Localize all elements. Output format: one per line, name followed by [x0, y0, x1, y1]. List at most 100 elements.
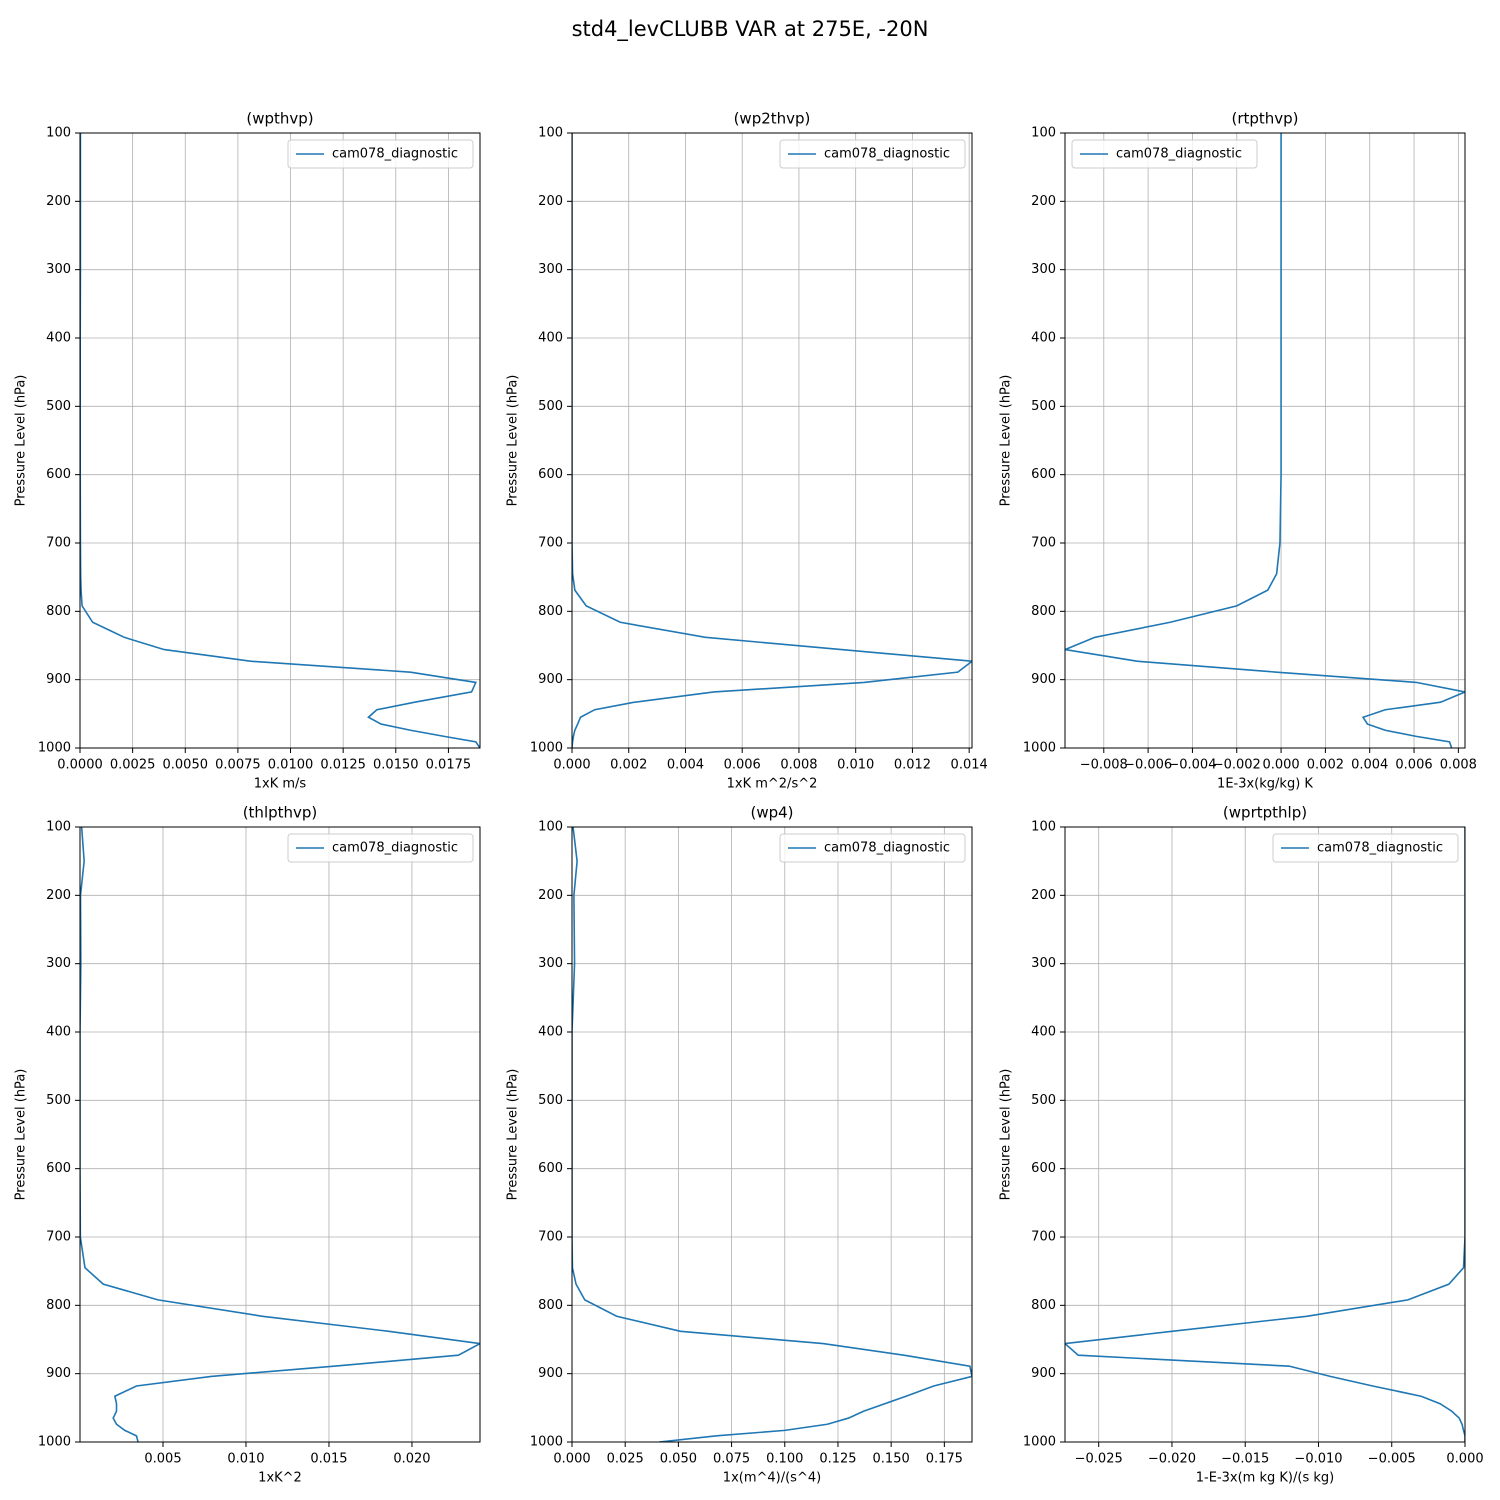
- line-series: [572, 827, 972, 1442]
- legend-box: [1272, 833, 1459, 863]
- y-tick-label: 300: [538, 956, 563, 971]
- x-axis-label: 1xK m/s: [254, 777, 307, 792]
- y-tick-label: 700: [538, 1230, 563, 1245]
- x-axis-label: 1-E-3x(m kg K)/(s kg): [1196, 1471, 1334, 1486]
- x-tick-label: 0.020: [393, 1452, 430, 1467]
- legend-box: [1071, 139, 1258, 169]
- y-tick-label: 700: [46, 536, 71, 551]
- subplot-title: (wp2thvp): [734, 110, 811, 128]
- legend-label: cam078_diagnostic: [1116, 147, 1242, 162]
- y-tick-label: 700: [1031, 1230, 1056, 1245]
- subplot: 0.000 0.025 0.050 0.075 0.100 0.125 0.150 0.175…: [506, 804, 973, 1486]
- y-tick-label: 200: [46, 888, 71, 903]
- y-tick-label: 1000: [530, 741, 563, 756]
- x-tick-label: 0.002: [610, 758, 647, 773]
- y-tick-label: 400: [1031, 1025, 1056, 1040]
- x-tick-label: −0.004: [1168, 758, 1216, 773]
- y-tick-label: 700: [46, 1230, 71, 1245]
- y-tick-label: 100: [46, 126, 71, 141]
- x-tick-label: 0.000: [1262, 758, 1299, 773]
- axes-frame: [571, 132, 973, 749]
- axes-frame: [1064, 826, 1466, 1443]
- subplot: −0.025 −0.020 −0.015 −0.010 −0.005 0.000 100 20…: [999, 804, 1484, 1486]
- y-tick-label: 100: [1031, 126, 1056, 141]
- y-tick-label: 200: [1031, 888, 1056, 903]
- y-tick-label: 800: [1031, 1298, 1056, 1313]
- legend-label: cam078_diagnostic: [824, 841, 950, 856]
- x-tick-label: 0.002: [1307, 758, 1344, 773]
- x-tick-label: 0.010: [227, 1452, 264, 1467]
- y-tick-label: 200: [46, 194, 71, 209]
- x-tick-label: 0.0150: [373, 758, 419, 773]
- line-series: [1065, 133, 1465, 748]
- subplot-title: (wpthvp): [246, 110, 313, 128]
- subplot-title: (wprtpthlp): [1223, 804, 1307, 822]
- x-tick-label: 0.006: [724, 758, 761, 773]
- y-tick-label: 600: [46, 1161, 71, 1176]
- x-tick-label: 0.0100: [268, 758, 314, 773]
- x-tick-label: 0.0075: [215, 758, 261, 773]
- legend-box: [779, 833, 966, 863]
- y-tick-label: 300: [46, 956, 71, 971]
- x-tick-label: 0.004: [667, 758, 704, 773]
- subplot: 0.0000 0.0025 0.0050 0.0075 0.0100 0.0125 0.01…: [14, 110, 481, 792]
- x-tick-label: 0.000: [553, 1452, 590, 1467]
- x-tick-label: 0.0025: [110, 758, 156, 773]
- y-tick-label: 800: [46, 604, 71, 619]
- y-tick-label: 200: [538, 888, 563, 903]
- x-tick-label: 0.005: [144, 1452, 181, 1467]
- y-tick-label: 400: [538, 1025, 563, 1040]
- x-tick-label: 0.014: [951, 758, 988, 773]
- x-tick-label: 0.008: [780, 758, 817, 773]
- y-tick-label: 400: [1031, 331, 1056, 346]
- y-tick-label: 600: [46, 467, 71, 482]
- y-axis-label: Pressure Level (hPa): [506, 1069, 521, 1201]
- x-tick-label: 0.075: [713, 1452, 750, 1467]
- x-tick-label: 0.000: [1446, 1452, 1483, 1467]
- y-tick-label: 800: [1031, 604, 1056, 619]
- legend-box: [287, 833, 474, 863]
- x-tick-label: 0.0050: [163, 758, 209, 773]
- y-axis-label: Pressure Level (hPa): [14, 375, 29, 507]
- y-axis-label: Pressure Level (hPa): [999, 375, 1014, 507]
- legend-label: cam078_diagnostic: [332, 147, 458, 162]
- y-tick-label: 200: [538, 194, 563, 209]
- x-axis-label: 1xK^2: [258, 1471, 302, 1486]
- y-tick-label: 400: [538, 331, 563, 346]
- x-tick-label: −0.002: [1213, 758, 1261, 773]
- y-tick-label: 600: [538, 467, 563, 482]
- line-series: [1065, 827, 1465, 1442]
- x-tick-label: 0.0000: [57, 758, 103, 773]
- line-series: [80, 827, 480, 1442]
- x-tick-label: −0.006: [1124, 758, 1172, 773]
- x-tick-label: −0.025: [1075, 1452, 1123, 1467]
- y-tick-label: 300: [538, 262, 563, 277]
- x-tick-label: 0.175: [926, 1452, 963, 1467]
- y-axis-label: Pressure Level (hPa): [14, 1069, 29, 1201]
- legend-box: [779, 139, 966, 169]
- x-tick-label: −0.020: [1148, 1452, 1196, 1467]
- legend-label: cam078_diagnostic: [824, 147, 950, 162]
- y-tick-label: 600: [1031, 1161, 1056, 1176]
- x-axis-label: 1x(m^4)/(s^4): [723, 1471, 821, 1486]
- y-tick-label: 100: [538, 820, 563, 835]
- legend-label: cam078_diagnostic: [332, 841, 458, 856]
- y-tick-label: 500: [46, 1093, 71, 1108]
- y-tick-label: 500: [1031, 1093, 1056, 1108]
- y-tick-label: 500: [46, 399, 71, 414]
- y-axis-label: Pressure Level (hPa): [999, 1069, 1014, 1201]
- x-tick-label: 0.100: [766, 1452, 803, 1467]
- legend-label: cam078_diagnostic: [1317, 841, 1443, 856]
- y-tick-label: 700: [1031, 536, 1056, 551]
- y-tick-label: 800: [538, 604, 563, 619]
- x-tick-label: 0.050: [660, 1452, 697, 1467]
- y-tick-label: 900: [46, 1366, 71, 1381]
- y-tick-label: 100: [538, 126, 563, 141]
- y-tick-label: 700: [538, 536, 563, 551]
- line-series: [572, 133, 972, 748]
- y-tick-label: 800: [538, 1298, 563, 1313]
- y-tick-label: 900: [538, 1366, 563, 1381]
- x-tick-label: 0.025: [607, 1452, 644, 1467]
- x-tick-label: 0.006: [1395, 758, 1432, 773]
